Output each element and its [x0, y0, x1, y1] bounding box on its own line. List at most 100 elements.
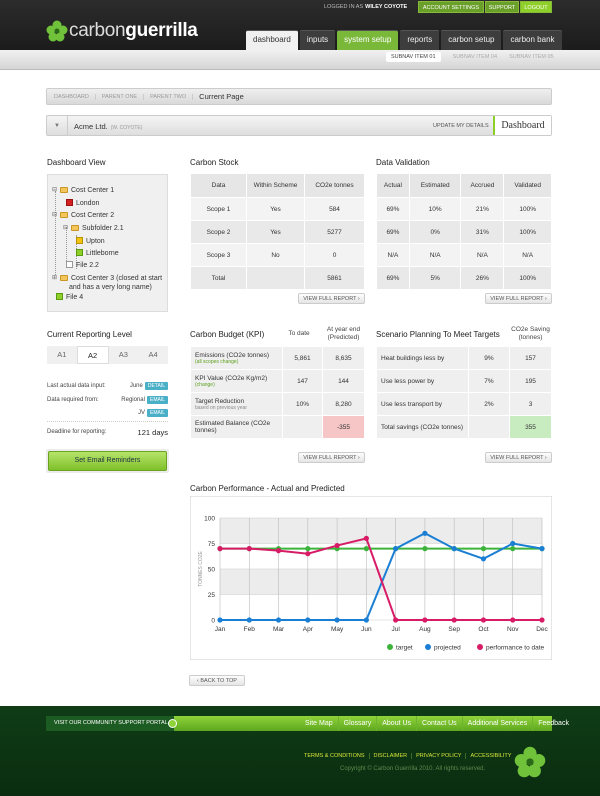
- privacy-link[interactable]: PRIVACY POLICY: [411, 753, 465, 759]
- accessibility-link[interactable]: ACCESSIBILITY: [465, 753, 515, 759]
- tab-system-setup[interactable]: system setup: [337, 30, 399, 50]
- table-row: 69% 0% 31% 100%: [376, 220, 552, 244]
- data-point-projected: [422, 530, 428, 536]
- table-row: Total 5861: [190, 266, 365, 290]
- update-details-link[interactable]: UPDATE MY DETAILS: [433, 123, 489, 129]
- data-point-projected: [305, 617, 311, 623]
- tree-item-cost-center-2[interactable]: ⊟ Cost Center 2: [52, 212, 115, 219]
- data-point-projected: [451, 546, 457, 552]
- email-badge[interactable]: EMAIL: [146, 409, 168, 417]
- level-a3[interactable]: A3: [118, 350, 128, 359]
- series-line-projected: [220, 532, 543, 621]
- level-a2[interactable]: A2: [76, 346, 109, 364]
- y-axis-label: TONNES CO2E: [198, 550, 204, 586]
- table-row: 69% 10% 21% 100%: [376, 197, 552, 221]
- company-bar: ▼ Acme Ltd. (W. COYOTE) UPDATE MY DETAILS…: [46, 115, 552, 136]
- view-full-report-button[interactable]: VIEW FULL REPORT ›: [298, 452, 365, 463]
- file-green-icon: [76, 249, 83, 256]
- collapse-icon[interactable]: ⊟: [52, 187, 58, 193]
- view-full-report-button[interactable]: VIEW FULL REPORT ›: [298, 293, 365, 304]
- x-tick-label: Feb: [244, 626, 256, 633]
- negative-balance-cell: -355: [322, 415, 365, 439]
- footer-about-us[interactable]: About Us: [376, 716, 416, 731]
- tree-panel: ⊟ Cost Center 1 London ⊟ Cost Center 2 ⊟ Su…: [47, 174, 168, 312]
- terms-link[interactable]: TERMS & CONDITIONS: [304, 753, 365, 759]
- data-point-projected: [393, 546, 399, 552]
- tab-dashboard[interactable]: dashboard: [246, 30, 298, 51]
- view-full-report-button[interactable]: VIEW FULL REPORT ›: [485, 293, 552, 304]
- data-point-performance-to-date: [305, 551, 311, 557]
- support-button[interactable]: SUPPORT: [485, 1, 519, 13]
- data-point-projected: [246, 617, 252, 623]
- tab-inputs[interactable]: inputs: [299, 30, 336, 50]
- table-row: Use less transport by 2% 3: [376, 392, 552, 416]
- data-required-row: Data required from: Regional EMAIL: [47, 394, 168, 406]
- y-tick-label: 50: [208, 567, 216, 574]
- breadcrumb-parent-one[interactable]: PARENT ONE: [102, 93, 145, 100]
- breadcrumb-parent-two[interactable]: PARENT TWO: [150, 93, 194, 100]
- data-point-performance-to-date: [451, 617, 457, 623]
- data-point-performance-to-date: [217, 546, 223, 552]
- reporting-level-tabs: A1 A2 A3 A4: [47, 346, 168, 364]
- logo[interactable]: carbonguerrilla: [46, 18, 198, 44]
- x-tick-label: Jan: [215, 626, 226, 633]
- data-point-performance-to-date: [275, 548, 282, 554]
- carbon-stock-table: Data Within Scheme CO2e tonnes Scope 1 Yes 5…: [190, 173, 365, 290]
- subnav-item-01[interactable]: SUBNAV ITEM 01: [386, 52, 441, 62]
- data-validation-table: Actual Estimated Accrued Validated 69% 10% 21…: [376, 173, 552, 290]
- legend-label-target: target: [396, 645, 413, 652]
- table-row: KPI Value (CO2e Kg/m2) (change) 147 144: [190, 369, 365, 393]
- copyright: Copyright © Carbon Guerrilla 2010. All r…: [340, 766, 486, 772]
- disclaimer-link[interactable]: DISCLAIMER: [368, 753, 412, 759]
- level-a1[interactable]: A1: [57, 350, 67, 359]
- chart-title: Carbon Performance - Actual and Predicte…: [190, 484, 345, 493]
- detail-badge[interactable]: DETAIL: [144, 382, 168, 390]
- footer-site-map[interactable]: Site Map: [305, 720, 333, 727]
- tree-item-file-2-2[interactable]: File 2.2: [66, 261, 99, 270]
- back-to-top-button[interactable]: ‹ BACK TO TOP: [189, 675, 245, 686]
- subnav-item-05[interactable]: SUBNAV ITEM 05: [509, 54, 554, 60]
- community-portal-link[interactable]: VISIT OUR COMMUNITY SUPPORT PORTAL: [46, 716, 174, 731]
- arrow-right-icon[interactable]: [168, 719, 177, 728]
- tree-item-subfolder-2-1[interactable]: ⊟ Subfolder 2.1: [63, 225, 124, 232]
- file-yellow-icon: [76, 237, 83, 244]
- tree-item-cost-center-3[interactable]: ⊞ Cost Center 3 (closed at start and has a…: [52, 275, 163, 291]
- footer-additional-services[interactable]: Additional Services: [461, 716, 533, 731]
- data-point-projected: [480, 556, 487, 562]
- x-tick-label: Mar: [273, 626, 285, 633]
- data-point-performance-to-date: [422, 617, 428, 623]
- tree-item-cost-center-1[interactable]: ⊟ Cost Center 1: [52, 187, 115, 194]
- tree-item-littleborne[interactable]: Littleborne: [76, 249, 119, 258]
- table-row: Scope 3 No 0: [190, 243, 365, 267]
- expand-icon[interactable]: ⊞: [52, 275, 58, 281]
- footer-feedback[interactable]: Feedback: [532, 716, 574, 731]
- account-settings-button[interactable]: ACCOUNT SETTINGS: [418, 1, 484, 13]
- tab-carbon-bank[interactable]: carbon bank: [503, 30, 562, 50]
- logout-button[interactable]: LOGOUT: [520, 1, 552, 13]
- subnav-item-04[interactable]: SUBNAV ITEM 04: [452, 54, 498, 60]
- table-row: 69% 5% 26% 100%: [376, 266, 552, 290]
- tree-item-upton[interactable]: Upton: [76, 237, 105, 246]
- folder-icon: [60, 187, 68, 193]
- tree-item-london[interactable]: London: [66, 199, 99, 208]
- data-point-projected: [539, 546, 545, 552]
- tree-item-file-4[interactable]: File 4: [56, 293, 83, 302]
- data-point-target: [422, 546, 428, 552]
- collapse-icon[interactable]: ⊟: [52, 212, 58, 218]
- email-badge[interactable]: EMAIL: [146, 396, 168, 404]
- data-point-performance-to-date: [334, 542, 340, 549]
- tab-reports[interactable]: reports: [400, 30, 440, 50]
- collapse-icon[interactable]: ⊟: [63, 225, 69, 231]
- deadline-row: Deadline for reporting: 121 days: [47, 427, 168, 437]
- footer-contact-us[interactable]: Contact Us: [416, 716, 462, 731]
- flower-logo-icon: [46, 20, 68, 42]
- chevron-down-icon[interactable]: ▼: [47, 116, 68, 135]
- tab-carbon-setup[interactable]: carbon setup: [441, 30, 502, 50]
- view-full-report-button[interactable]: VIEW FULL REPORT ›: [485, 452, 552, 463]
- level-a4[interactable]: A4: [148, 350, 158, 359]
- data-point-projected: [510, 540, 516, 547]
- set-email-reminders-button[interactable]: Set Email Reminders: [48, 451, 167, 471]
- breadcrumb-dashboard[interactable]: DASHBOARD: [54, 93, 96, 100]
- footer-glossary[interactable]: Glossary: [337, 716, 377, 731]
- company-user: (W. COYOTE): [110, 125, 143, 131]
